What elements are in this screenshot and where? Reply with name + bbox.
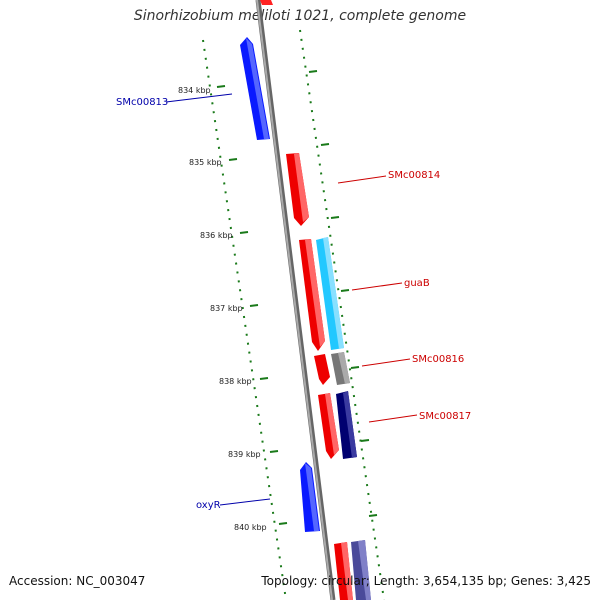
tick-label-839: 839 kbp: [228, 450, 261, 459]
accession-text: Accession: NC_003047: [9, 574, 146, 588]
tick-label-837: 837 kbp: [210, 304, 243, 313]
label-guab[interactable]: guaB: [404, 278, 430, 289]
map-title: Sinorhizobium meliloti 1021, complete ge…: [133, 8, 467, 24]
label-smc00817[interactable]: SMc00817: [419, 411, 471, 422]
label-smc00816[interactable]: SMc00816: [412, 354, 464, 365]
genome-summary-text: Topology: circular; Length: 3,654,135 bp…: [261, 574, 591, 588]
label-smc00814[interactable]: SMc00814: [388, 170, 440, 181]
tick-label-834: 834 kbp: [178, 86, 211, 95]
label-oxyr[interactable]: oxyR: [196, 500, 221, 511]
label-smc00813[interactable]: SMc00813: [116, 97, 168, 108]
cds-arrow-top-partial[interactable]: [260, 0, 273, 5]
tick-marks: [216, 70, 378, 525]
genome-backbone-highlight: [256, 0, 333, 600]
cds-arrow-smc00816[interactable]: [314, 354, 330, 385]
tick-label-835: 835 kbp: [189, 158, 222, 167]
tick-label-836: 836 kbp: [200, 231, 233, 240]
tick-label-840: 840 kbp: [234, 523, 267, 532]
tick-label-838: 838 kbp: [219, 377, 252, 386]
outer-dotted-track: [299, 29, 385, 600]
